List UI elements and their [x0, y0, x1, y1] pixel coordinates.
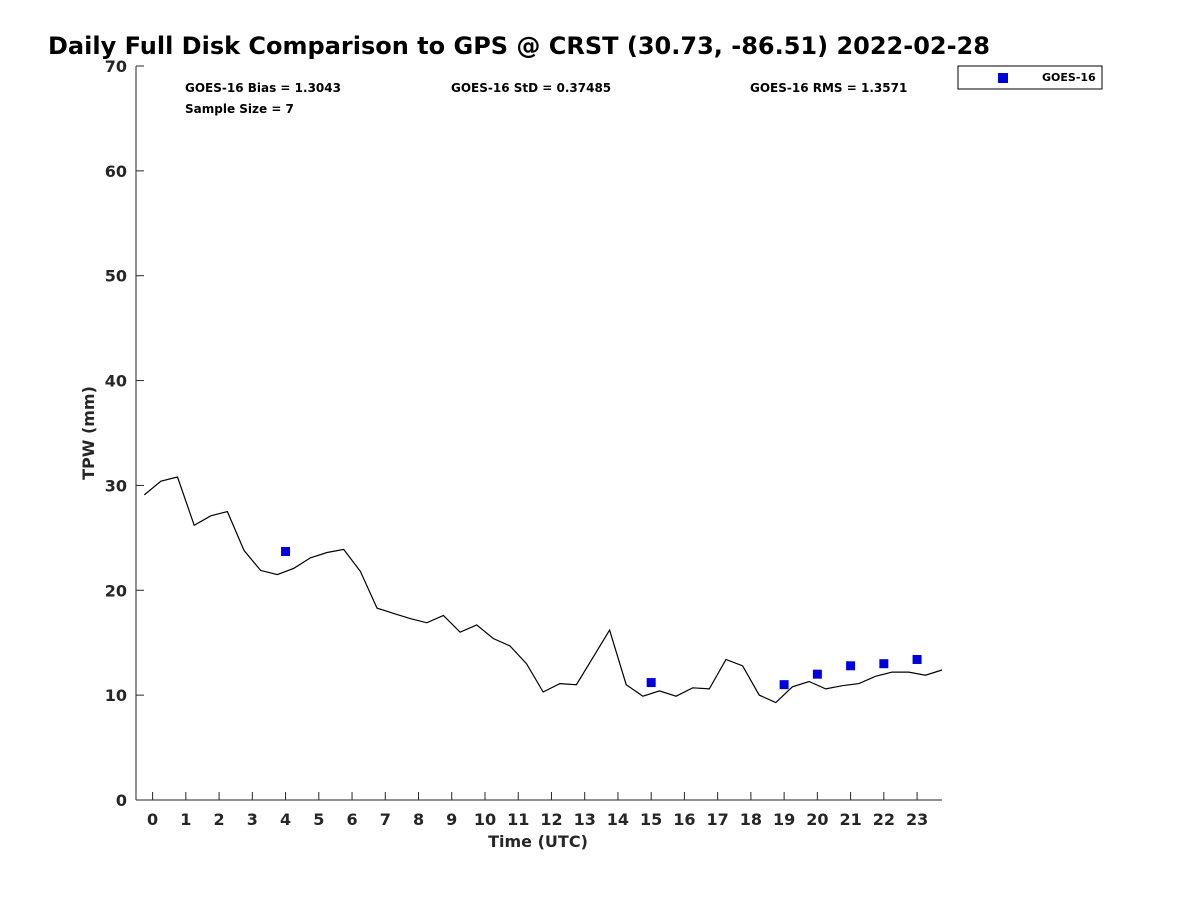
y-tick-label: 60	[105, 162, 127, 181]
x-tick-label: 7	[380, 810, 391, 829]
x-tick-label: 4	[280, 810, 291, 829]
data-point-goes16	[779, 680, 789, 690]
x-axis-label: Time (UTC)	[488, 832, 588, 851]
x-tick-label: 21	[839, 810, 861, 829]
data-point-goes16	[846, 661, 856, 671]
y-tick-label: 30	[105, 476, 127, 495]
x-tick-label: 11	[507, 810, 529, 829]
x-tick-label: 13	[574, 810, 596, 829]
stat-std: GOES-16 StD = 0.37485	[451, 81, 611, 95]
x-tick-label: 17	[707, 810, 729, 829]
series-layer	[143, 476, 943, 704]
stat-sample-size: Sample Size = 7	[185, 102, 294, 116]
data-point-goes16	[281, 546, 291, 556]
y-tick-label: 40	[105, 372, 127, 391]
x-tick-label: 22	[873, 810, 895, 829]
x-tick-label: 3	[247, 810, 258, 829]
chart-title: Daily Full Disk Comparison to GPS @ CRST…	[48, 32, 990, 60]
y-tick-label: 50	[105, 267, 127, 286]
x-tick-label: 20	[806, 810, 828, 829]
x-tick-label: 2	[214, 810, 225, 829]
x-tick-label: 8	[413, 810, 424, 829]
data-point-goes16	[646, 678, 656, 688]
y-tick-label: 20	[105, 581, 127, 600]
legend-marker-icon	[998, 73, 1008, 83]
data-point-goes16	[912, 654, 922, 664]
x-tick-label: 12	[540, 810, 562, 829]
x-tick-label: 5	[313, 810, 324, 829]
y-tick-label: 70	[105, 57, 127, 76]
legend: GOES-16	[957, 65, 1103, 90]
data-point-goes16	[879, 659, 889, 669]
stat-bias: GOES-16 Bias = 1.3043	[185, 81, 341, 95]
x-tick-label: 23	[906, 810, 928, 829]
x-tick-label: 9	[446, 810, 457, 829]
x-tick-label: 18	[740, 810, 762, 829]
x-tick-label: 15	[640, 810, 662, 829]
x-tick-label: 1	[180, 810, 191, 829]
x-tick-label: 16	[673, 810, 695, 829]
x-tick-label: 14	[607, 810, 629, 829]
y-tick-label: 10	[105, 686, 127, 705]
legend-label-goes16: GOES-16	[1042, 71, 1096, 84]
y-axis-label: TPW (mm)	[79, 386, 98, 480]
stat-rms: GOES-16 RMS = 1.3571	[750, 81, 907, 95]
x-tick-label: 19	[773, 810, 795, 829]
series-line-gps	[143, 476, 943, 704]
legend-box	[957, 65, 1103, 90]
data-point-goes16	[812, 669, 822, 679]
x-tick-label: 6	[346, 810, 357, 829]
x-tick-label: 0	[147, 810, 158, 829]
y-tick-label: 0	[116, 791, 127, 810]
x-tick-label: 10	[474, 810, 496, 829]
